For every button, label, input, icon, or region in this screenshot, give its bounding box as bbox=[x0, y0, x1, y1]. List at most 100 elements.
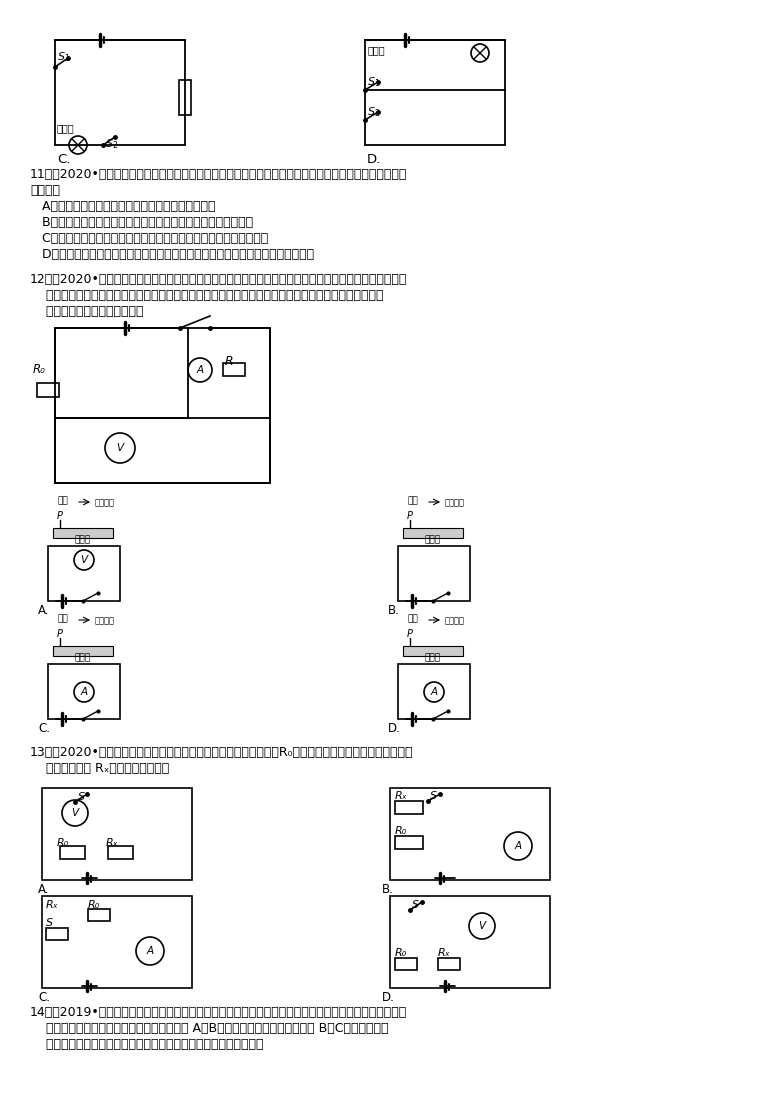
Bar bbox=[438, 959, 460, 970]
Text: B．当导体两端电压和通过导体的电流为零时，导体的电阻为零: B．当导体两端电压和通过导体的电流为零时，导体的电阻为零 bbox=[30, 216, 254, 229]
Text: 11．（2020•成华区模拟）用同种材料制成的粗细均匀的某段金属导体，对于其电阻大小下列说法正确的是: 11．（2020•成华区模拟）用同种材料制成的粗细均匀的某段金属导体，对于其电阻… bbox=[30, 168, 407, 181]
Text: 挡板: 挡板 bbox=[58, 614, 69, 623]
Text: 推动方向: 推动方向 bbox=[95, 615, 115, 625]
Bar bbox=[88, 909, 110, 921]
Text: V: V bbox=[80, 555, 87, 565]
Text: Rₓ: Rₓ bbox=[395, 791, 408, 801]
Text: A．电阻是导体本身的一种性质，与电压和电流无关: A．电阻是导体本身的一种性质，与电压和电流无关 bbox=[30, 200, 215, 213]
Bar bbox=[48, 664, 120, 719]
Bar bbox=[46, 928, 68, 940]
Text: S: S bbox=[430, 791, 437, 801]
Bar bbox=[42, 896, 192, 988]
Text: D．电阻是导体本身的一种性质，所以温度不论如何变化，它的电阻也不可能为零: D．电阻是导体本身的一种性质，所以温度不论如何变化，它的电阻也不可能为零 bbox=[30, 248, 314, 261]
Text: P: P bbox=[407, 629, 413, 639]
Bar bbox=[398, 664, 470, 719]
Text: S: S bbox=[412, 900, 419, 910]
Text: R₀: R₀ bbox=[395, 947, 407, 959]
Text: P: P bbox=[407, 511, 413, 521]
Circle shape bbox=[62, 800, 88, 826]
Text: 14．（2019•锦江区模拟）如图所示，小明在探究串联电路电流规律实验中，闭合开关后，两灯均不亮，他: 14．（2019•锦江区模拟）如图所示，小明在探究串联电路电流规律实验中，闭合开… bbox=[30, 1006, 407, 1019]
Text: D.: D. bbox=[388, 722, 401, 735]
Circle shape bbox=[471, 44, 489, 62]
Text: 电阻丝: 电阻丝 bbox=[425, 653, 441, 662]
Text: 挡板: 挡板 bbox=[408, 614, 418, 623]
Text: 指示灯: 指示灯 bbox=[368, 45, 385, 55]
Text: P: P bbox=[57, 511, 63, 521]
Text: A: A bbox=[197, 365, 204, 375]
Text: $S_1$: $S_1$ bbox=[367, 75, 381, 89]
Bar bbox=[37, 383, 59, 397]
Text: 时需要从刻度尺上读数，改进后可以直接从电表的表盘上读出对应的长度值。下列四种方案中，表盘的: 时需要从刻度尺上读数，改进后可以直接从电表的表盘上读出对应的长度值。下列四种方案… bbox=[30, 289, 384, 302]
Text: A: A bbox=[431, 687, 438, 697]
Bar bbox=[390, 788, 550, 880]
Text: $S_2$: $S_2$ bbox=[367, 105, 380, 119]
Text: Rₓ: Rₓ bbox=[46, 900, 58, 910]
Text: B.: B. bbox=[388, 604, 400, 617]
Bar bbox=[403, 646, 463, 656]
Text: 推动方向: 推动方向 bbox=[445, 615, 465, 625]
Circle shape bbox=[469, 913, 495, 939]
Text: V: V bbox=[72, 808, 79, 818]
Text: C.: C. bbox=[38, 990, 50, 1004]
Text: C.: C. bbox=[38, 722, 50, 735]
Text: 用一个电流表去检测电路故障。当电流表接 A、B两点时两灯不亮；当电流表接 B、C两点时，有一: 用一个电流表去检测电路故障。当电流表接 A、B两点时两灯不亮；当电流表接 B、C… bbox=[30, 1022, 388, 1035]
Bar bbox=[108, 846, 133, 859]
Bar bbox=[395, 801, 423, 814]
Text: S: S bbox=[46, 918, 53, 928]
Text: C.: C. bbox=[57, 153, 70, 165]
Bar bbox=[398, 546, 470, 601]
Text: 挡板: 挡板 bbox=[408, 496, 418, 505]
Text: P: P bbox=[57, 629, 63, 639]
Text: S: S bbox=[78, 792, 85, 802]
Text: R₀: R₀ bbox=[57, 838, 69, 848]
Bar bbox=[179, 81, 191, 115]
Circle shape bbox=[136, 938, 164, 965]
Text: 挡板: 挡板 bbox=[58, 496, 69, 505]
Text: 测出未知电阻 Rₓ的电路是（　　）: 测出未知电阻 Rₓ的电路是（ ） bbox=[30, 762, 169, 775]
Text: 推动方向: 推动方向 bbox=[95, 497, 115, 507]
Circle shape bbox=[74, 550, 94, 570]
Text: A: A bbox=[147, 946, 154, 956]
Bar bbox=[60, 846, 85, 859]
Text: A: A bbox=[80, 687, 87, 697]
Bar bbox=[403, 528, 463, 538]
Text: V: V bbox=[116, 443, 123, 453]
Circle shape bbox=[105, 433, 135, 463]
Text: Rₓ: Rₓ bbox=[106, 838, 119, 848]
Circle shape bbox=[69, 136, 87, 154]
Bar bbox=[42, 788, 192, 880]
Circle shape bbox=[188, 358, 212, 382]
Bar bbox=[53, 646, 113, 656]
Text: （　　）: （ ） bbox=[30, 184, 60, 197]
Bar bbox=[53, 528, 113, 538]
Text: Rₓ: Rₓ bbox=[438, 947, 451, 959]
Circle shape bbox=[424, 682, 444, 702]
Text: 推动方向: 推动方向 bbox=[445, 497, 465, 507]
Text: $S_1$: $S_1$ bbox=[57, 50, 70, 64]
Text: 盏灯亮了，且电流表有示数，产生这一现象的原因可能是（　　）: 盏灯亮了，且电流表有示数，产生这一现象的原因可能是（ ） bbox=[30, 1038, 264, 1051]
Text: D.: D. bbox=[382, 990, 395, 1004]
Text: A: A bbox=[515, 840, 522, 852]
Text: R₀: R₀ bbox=[88, 900, 101, 910]
Text: 长度刻度值均匀的是（　　）: 长度刻度值均匀的是（ ） bbox=[30, 306, 144, 318]
Text: $S_2$: $S_2$ bbox=[105, 137, 119, 151]
Text: 电阻丝: 电阻丝 bbox=[75, 535, 91, 544]
Text: B.: B. bbox=[382, 884, 394, 896]
Text: R₀: R₀ bbox=[395, 826, 407, 836]
Text: R: R bbox=[225, 355, 234, 368]
Bar bbox=[395, 959, 417, 970]
Bar bbox=[223, 363, 245, 376]
Circle shape bbox=[74, 682, 94, 702]
Text: A.: A. bbox=[38, 884, 49, 896]
Circle shape bbox=[504, 832, 532, 860]
Text: 电阻丝: 电阻丝 bbox=[425, 535, 441, 544]
Text: C．当导体被均匀拉长至原来的二倍时，它的电阻减小为原来的一半: C．当导体被均匀拉长至原来的二倍时，它的电阻减小为原来的一半 bbox=[30, 232, 268, 245]
Text: D.: D. bbox=[367, 153, 381, 165]
Bar bbox=[390, 896, 550, 988]
Bar bbox=[48, 546, 120, 601]
Text: 指示灯: 指示灯 bbox=[57, 124, 75, 133]
Bar bbox=[395, 836, 423, 849]
Text: 电阻丝: 电阻丝 bbox=[75, 653, 91, 662]
Text: 12．（2020•成都模拟）体育有一个项目是坐位体前屈，学校的测量坐位体前屈成绩的装置如图所示，测试: 12．（2020•成都模拟）体育有一个项目是坐位体前屈，学校的测量坐位体前屈成绩… bbox=[30, 274, 407, 286]
Text: A.: A. bbox=[38, 604, 49, 617]
